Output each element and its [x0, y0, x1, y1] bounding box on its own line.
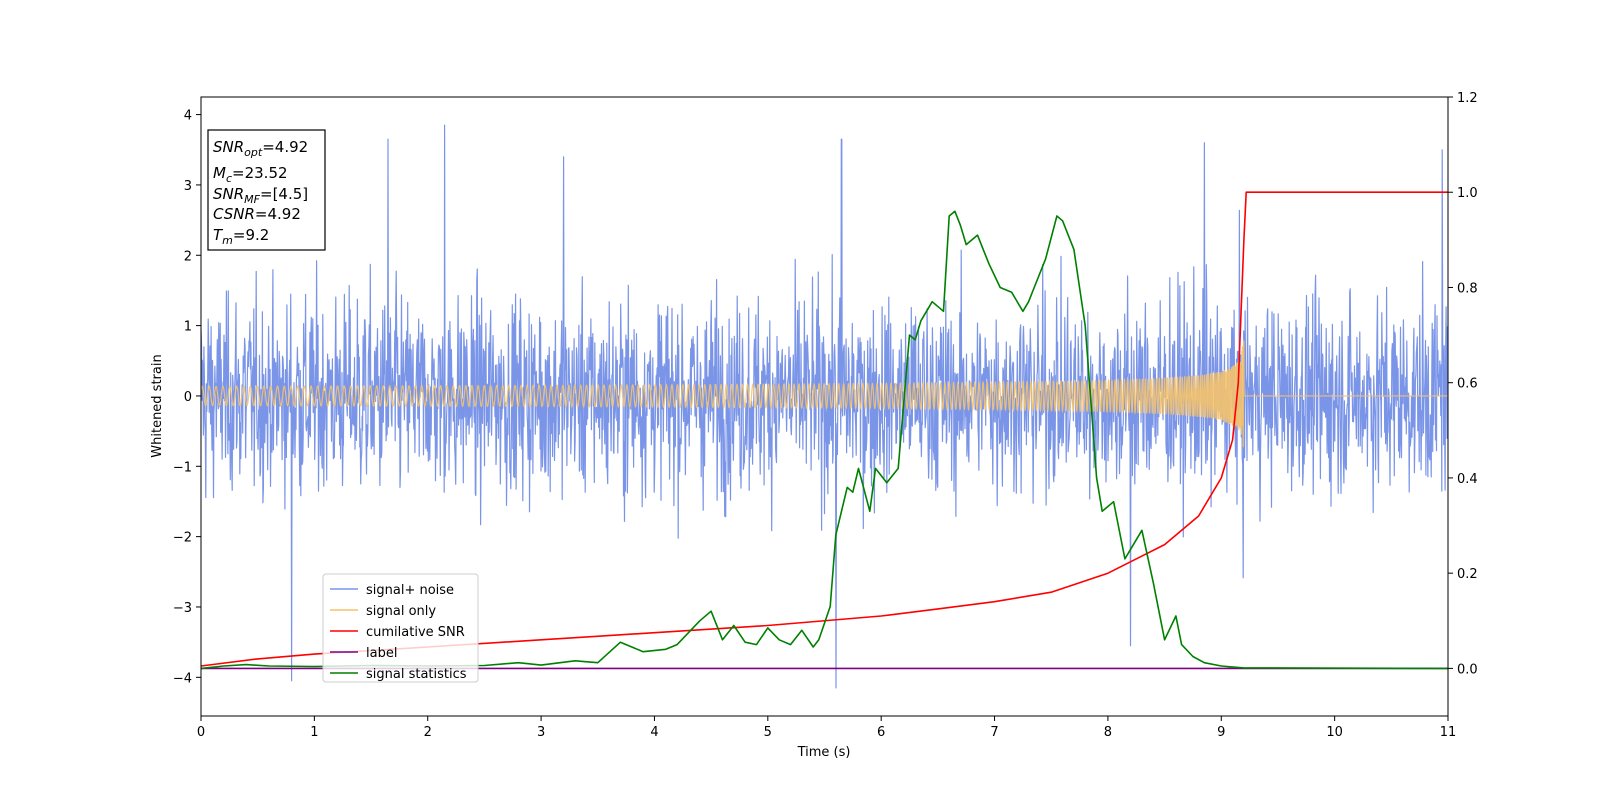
info-csnr-value: =4.92: [255, 205, 301, 223]
info-snr-opt: SNRopt=4.92: [213, 138, 308, 159]
info-mc-value: =23.52: [232, 164, 288, 182]
y-left-tick-label: −2: [173, 531, 192, 546]
line-signal-only: [201, 340, 1448, 448]
y-right-tick-label: 0.4: [1457, 472, 1478, 487]
y-right-tick-label: 0.6: [1457, 377, 1478, 392]
y-left-tick-label: 3: [184, 179, 192, 194]
x-tick-label: 4: [650, 725, 658, 740]
x-tick-label: 5: [764, 725, 772, 740]
y-right-tick-label: 1.2: [1457, 91, 1478, 106]
legend-entry: signal statistics: [366, 667, 467, 682]
y-axis-left: −4 −3 −2 −1 0 1 2 3 4: [173, 109, 201, 686]
x-tick-label: 9: [1217, 725, 1225, 740]
x-tick-label: 3: [537, 725, 545, 740]
info-tm: Tm=9.2: [213, 226, 269, 247]
y-axis-label: Whitened strain: [150, 354, 165, 457]
line-signal-statistics: [201, 210, 1448, 670]
x-tick-label: 6: [877, 725, 885, 740]
legend: signal+ noise signal only cumilative SNR la…: [322, 573, 479, 683]
info-tm-value: =9.2: [233, 226, 269, 244]
y-right-tick-label: 0.8: [1457, 281, 1478, 296]
x-axis-label: Time (s): [797, 745, 851, 760]
info-snr-opt-value: =4.92: [262, 138, 308, 156]
info-snr-mf: SNRMF=[4.5]: [213, 185, 308, 206]
x-tick-label: 7: [990, 725, 998, 740]
legend-entry: signal only: [366, 604, 436, 619]
y-left-tick-label: 2: [184, 249, 192, 264]
y-right-tick-label: 0.0: [1457, 662, 1478, 677]
x-tick-label: 1: [310, 725, 318, 740]
x-axis: 0 1 2 3 4 5 6 7 8 9 10 11: [197, 716, 1456, 740]
info-csnr: CSNR=4.92: [213, 205, 301, 223]
info-snr-mf-value: =[4.5]: [260, 185, 308, 203]
y-left-tick-label: −3: [173, 601, 192, 616]
x-tick-label: 8: [1104, 725, 1112, 740]
y-left-tick-label: 4: [184, 109, 192, 124]
y-left-tick-label: −1: [173, 460, 192, 475]
x-tick-label: 0: [197, 725, 205, 740]
plot-frame: [200, 96, 1449, 717]
x-tick-label: 2: [424, 725, 432, 740]
x-tick-label: 11: [1440, 725, 1457, 740]
y-right-tick-label: 1.0: [1457, 186, 1478, 201]
legend-entry: label: [366, 646, 397, 661]
legend-entry: signal+ noise: [366, 583, 454, 598]
series-signal-only: [201, 340, 1448, 448]
info-box: SNRopt=4.92 Mc=23.52 SNRMF=[4.5] CSNR=4.…: [207, 129, 326, 251]
y-right-tick-label: 0.2: [1457, 567, 1478, 582]
info-mc: Mc=23.52: [213, 164, 288, 185]
y-left-tick-label: 0: [184, 390, 192, 405]
y-left-tick-label: 1: [184, 320, 192, 335]
y-left-tick-label: −4: [173, 671, 192, 686]
legend-entry: cumilative SNR: [366, 625, 465, 640]
y-axis-right: 0.0 0.2 0.4 0.6 0.8 1.0 1.2: [1448, 91, 1478, 677]
x-tick-label: 10: [1326, 725, 1343, 740]
